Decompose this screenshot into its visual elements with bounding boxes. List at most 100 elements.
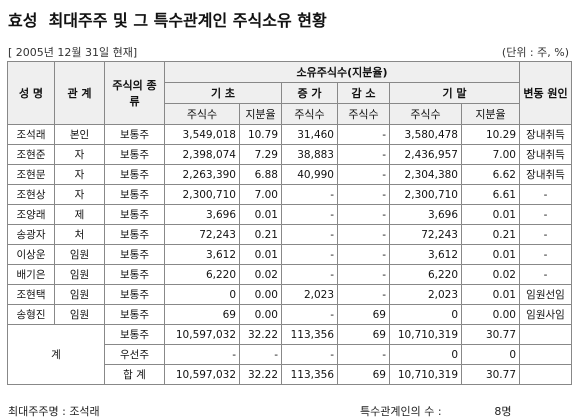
cell: 임원	[54, 284, 105, 305]
cell	[519, 364, 572, 385]
cell: -	[337, 224, 390, 245]
cell: -	[281, 244, 338, 265]
cell: 송형진	[7, 304, 55, 325]
cell: 보통주	[104, 164, 165, 185]
cell: 113,356	[281, 364, 338, 385]
cell: 32.22	[239, 364, 282, 385]
cell: 69	[164, 304, 240, 325]
total-row: 계 보통주 10,597,032 32.22 113,356 69 10,710,319 30…	[7, 324, 572, 385]
related-count: 특수관계인의 수 : 8명	[360, 403, 512, 419]
cell: -	[337, 204, 390, 225]
cell: -	[337, 344, 390, 365]
cell: 7.29	[239, 144, 282, 165]
cell: 0	[389, 304, 462, 325]
cell: 보통주	[104, 284, 165, 305]
cell: 보통주	[104, 224, 165, 245]
cell: -	[281, 344, 338, 365]
cell: 임원	[54, 304, 105, 325]
cell: 임원선임	[519, 284, 572, 305]
cell: 조현상	[7, 184, 55, 205]
cell: 10,597,032	[164, 364, 240, 385]
cell: 조현문	[7, 164, 55, 185]
cell: 0.02	[239, 264, 282, 285]
header-cell: 감 소	[337, 82, 390, 104]
total-label: 계	[7, 324, 105, 385]
cell: 송광자	[7, 224, 55, 245]
cell: 72,243	[164, 224, 240, 245]
unit: (단위 : 주, %)	[501, 46, 569, 59]
cell: 0.01	[461, 244, 520, 265]
cell: -	[519, 184, 572, 205]
cell: -	[281, 184, 338, 205]
cell: 38,883	[281, 144, 338, 165]
cell: 0.21	[461, 224, 520, 245]
cell: -	[337, 124, 390, 145]
cell: 3,696	[389, 204, 462, 225]
row: 배기은 임원 보통주 6,220 0.02- -6,220 0.02-	[7, 264, 572, 285]
header-cell: 주식수	[281, 103, 338, 125]
table-body: 조석래 본인 보통주 3,549,018 10.79 31,460-3,580,478 10…	[7, 124, 572, 385]
cell: 6,220	[389, 264, 462, 285]
cell: -	[337, 284, 390, 305]
total-row: 우선주 - - - -0 0	[8, 344, 572, 365]
cell: 제	[54, 204, 105, 225]
cell: 3,612	[389, 244, 462, 265]
row: 조현문 자 보통주 2,263,390 6.88 40,990-2,304,380 6.62…	[7, 164, 572, 185]
cell: 40,990	[281, 164, 338, 185]
date: [ 2005년 12월 31일 현재]	[8, 46, 138, 59]
cell: 69	[337, 364, 390, 385]
cell: -	[164, 344, 240, 365]
cell: 우선주	[104, 344, 165, 365]
cell: 6.61	[461, 184, 520, 205]
cell: 2,300,710	[164, 184, 240, 205]
cell: 10.79	[239, 124, 282, 145]
cell: -	[281, 264, 338, 285]
cell: 2,263,390	[164, 164, 240, 185]
cell: 3,612	[164, 244, 240, 265]
cell: 2,300,710	[389, 184, 462, 205]
cell: 7.00	[461, 144, 520, 165]
cell: 보통주	[104, 304, 165, 325]
cell: 30.77	[461, 364, 520, 385]
cell: -	[239, 344, 282, 365]
cell: 이상운	[7, 244, 55, 265]
cell: 10,710,319	[389, 324, 462, 345]
cell: 0	[389, 344, 462, 365]
cell: 10.29	[461, 124, 520, 145]
cell: -	[519, 224, 572, 245]
header-cell: 주식수	[389, 103, 462, 125]
cell: 2,023	[389, 284, 462, 305]
cell: 2,436,957	[389, 144, 462, 165]
cell: 자	[54, 184, 105, 205]
cell: 0.00	[461, 304, 520, 325]
cell: 임원	[54, 244, 105, 265]
cell: 0	[461, 344, 520, 365]
cell: -	[519, 204, 572, 225]
header-cell: 기 초	[164, 82, 282, 104]
header-cell: 주식수	[164, 103, 240, 125]
cell: 2,023	[281, 284, 338, 305]
cell: 조석래	[7, 124, 55, 145]
cell: 0.21	[239, 224, 282, 245]
value: 8명	[494, 405, 512, 418]
value: 조석래	[69, 405, 100, 418]
cell: 32.22	[239, 324, 282, 345]
cell: -	[337, 144, 390, 165]
cell: -	[337, 164, 390, 185]
cell: 조현준	[7, 144, 55, 165]
cell: 69	[337, 324, 390, 345]
cell: 6.88	[239, 164, 282, 185]
cell: 3,549,018	[164, 124, 240, 145]
cell: 6,220	[164, 264, 240, 285]
header-cell: 지분율	[239, 103, 282, 125]
cell: 보통주	[104, 324, 165, 345]
cell: 3,580,478	[389, 124, 462, 145]
cell: -	[281, 304, 338, 325]
cell: 자	[54, 144, 105, 165]
row: 이상운 임원 보통주 3,612 0.01- -3,612 0.01-	[7, 244, 572, 265]
row: 송광자 처 보통주 72,243 0.21- -72,243 0.21-	[7, 224, 572, 245]
cell: 장내취득	[519, 164, 572, 185]
cell: 자	[54, 164, 105, 185]
cell: -	[519, 244, 572, 265]
